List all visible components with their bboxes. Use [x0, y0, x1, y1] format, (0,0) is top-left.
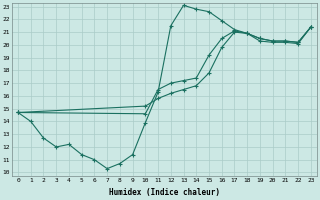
- X-axis label: Humidex (Indice chaleur): Humidex (Indice chaleur): [109, 188, 220, 197]
